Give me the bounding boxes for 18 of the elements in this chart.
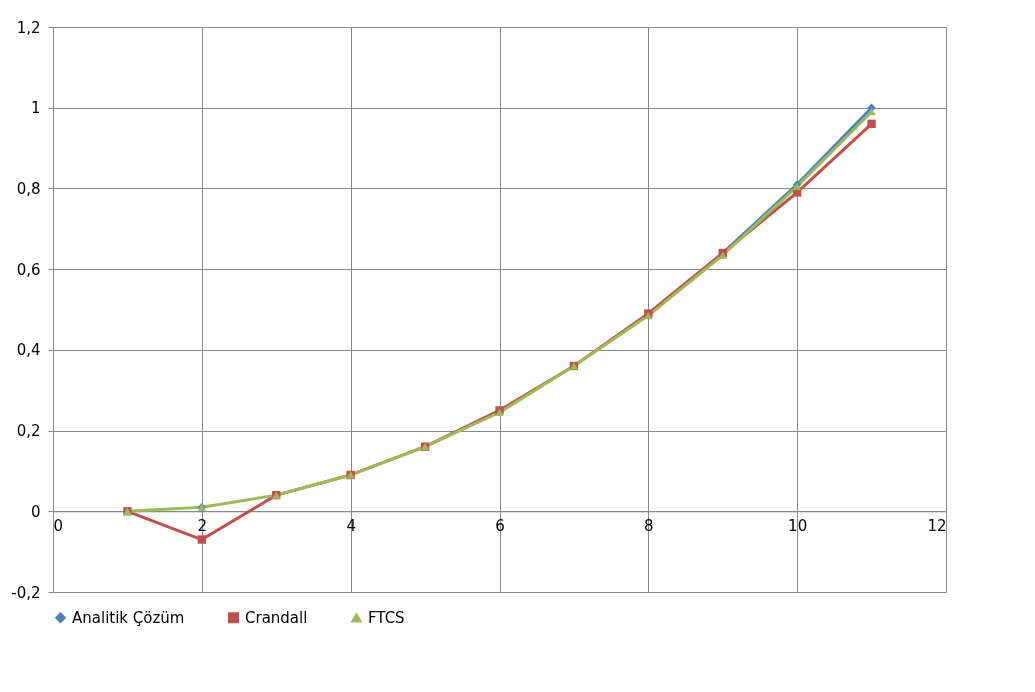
y-tick-label: 0 (30, 502, 41, 521)
x-tick-label: 12 (927, 516, 947, 535)
y-tick-label: 0,8 (16, 179, 41, 198)
y-tick-label: 0,2 (16, 422, 41, 441)
y-tick-label: 0,6 (16, 260, 41, 279)
legend-label: Crandall (245, 608, 308, 627)
x-tick-label: 0 (53, 516, 64, 535)
x-tick-label: 10 (788, 516, 808, 535)
y-tick-label: 1,2 (16, 18, 41, 37)
x-tick-label: 6 (495, 516, 505, 535)
y-tick-label: 1 (30, 99, 41, 118)
legend-label: Analitik Çözüm (72, 608, 185, 627)
legend-label: FTCS (368, 608, 405, 627)
x-tick-label: 2 (197, 516, 208, 535)
x-tick-label: 4 (346, 516, 356, 535)
y-tick-label: -0,2 (11, 583, 41, 602)
x-tick-label: 8 (644, 516, 654, 535)
y-tick-label: 0,4 (16, 341, 41, 360)
